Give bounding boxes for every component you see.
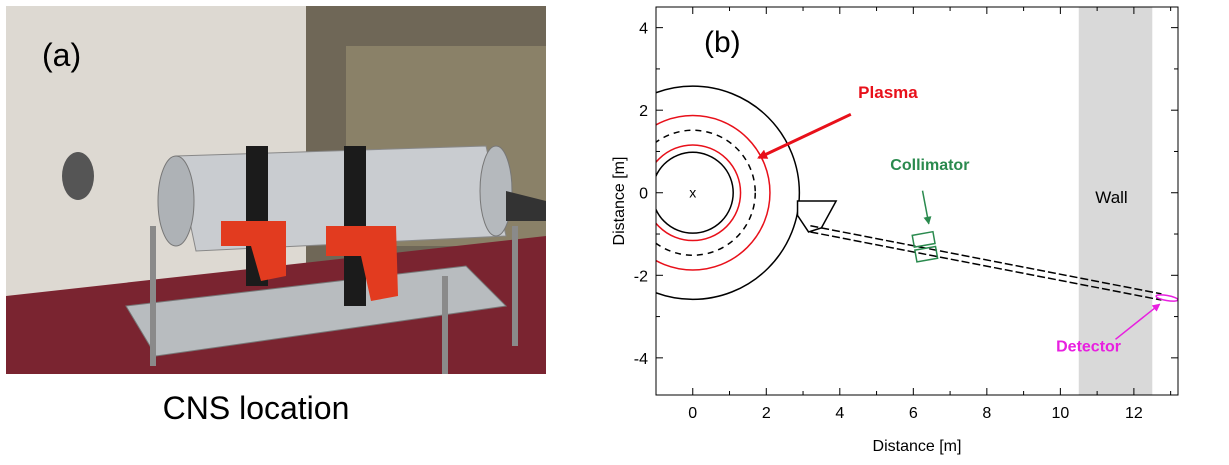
diagnostic-port <box>796 200 838 233</box>
photo-mount <box>326 226 398 301</box>
plasma-arrow <box>757 112 852 160</box>
wall-label: Wall <box>1095 188 1127 207</box>
geometry-group <box>656 85 801 301</box>
photo-cylinder-end <box>479 145 513 237</box>
photo-wall-hole <box>62 152 94 200</box>
y-tick-label: 0 <box>639 186 648 203</box>
collimator-arrow <box>921 190 932 225</box>
center-marker: x <box>689 185 696 201</box>
photo-mount <box>221 221 286 281</box>
collimator-segment <box>911 230 936 249</box>
photo-leg <box>150 226 156 366</box>
panel-b-label: (b) <box>704 26 741 59</box>
cns-photo: (a) <box>6 6 546 376</box>
x-axis-label: Distance [m] <box>873 438 962 455</box>
y-tick-label: 4 <box>639 21 648 38</box>
plasma-label: Plasma <box>858 83 918 102</box>
x-tick-label: 0 <box>688 405 697 422</box>
collimator-label: Collimator <box>890 157 969 174</box>
detector-arrow <box>1115 303 1161 340</box>
detector-shape <box>1155 294 1179 302</box>
photo-leg <box>512 226 518 346</box>
sightline-upper <box>810 225 1162 295</box>
diagram-svg: Wall x Plasma Collimator Detector 0 2 4 6 8 1… <box>611 6 1179 455</box>
x-tick-label: 8 <box>982 405 991 422</box>
x-tick-label: 4 <box>835 405 844 422</box>
plot-frame <box>655 6 1179 396</box>
photo-leg <box>442 276 448 376</box>
x-tick-label: 6 <box>909 405 918 422</box>
axis-ticks: 0 2 4 6 8 10 12 4 2 0 -2 -4 <box>634 7 1178 422</box>
cns-photo-drawing: (a) <box>6 6 546 376</box>
x-tick-label: 12 <box>1125 405 1143 422</box>
collimator-segment <box>913 245 939 263</box>
collimator-box <box>911 230 939 263</box>
panel-a-label: (a) <box>42 37 81 73</box>
plasma-inner-circle <box>656 144 742 242</box>
plasma-outer-circle <box>656 114 771 271</box>
x-tick-label: 2 <box>762 405 771 422</box>
sightline-lower <box>810 231 1162 301</box>
x-tick-label: 10 <box>1051 405 1069 422</box>
wall-region <box>1078 7 1153 395</box>
y-tick-label: -4 <box>634 351 648 368</box>
photo-cylinder-end <box>157 155 195 247</box>
y-axis-label: Distance [m] <box>611 157 628 246</box>
outer-vessel-circle <box>656 85 801 301</box>
diagram-panel: Wall x Plasma Collimator Detector 0 2 4 6 8 1… <box>560 0 1229 465</box>
y-tick-label: 2 <box>639 103 648 120</box>
inner-vessel-circle <box>656 151 734 234</box>
photo-cable <box>506 191 546 221</box>
photo-caption: CNS location <box>162 390 350 426</box>
y-tick-label: -2 <box>634 268 648 285</box>
detector-label: Detector <box>1056 339 1121 356</box>
detector-body <box>1155 294 1179 302</box>
